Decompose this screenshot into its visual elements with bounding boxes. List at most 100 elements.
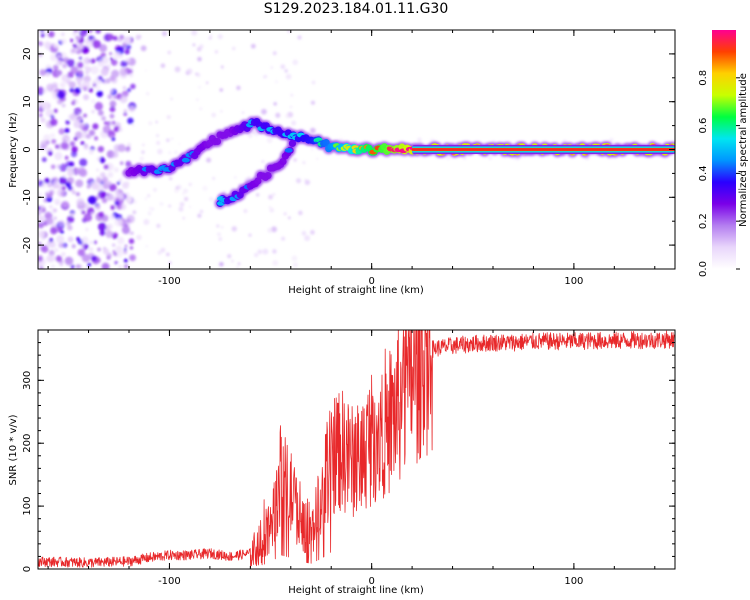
x-tick-label: 0 <box>368 276 374 287</box>
y-tick-label: 0 <box>22 566 33 572</box>
snr-panel: -100 0 100 0 100 200 300 Height of straight l… <box>8 329 676 596</box>
noise-speckle <box>61 134 71 144</box>
noise-speckle <box>68 81 76 89</box>
noise-speckle <box>90 65 99 75</box>
noise-speckle <box>90 211 95 216</box>
noise-speckle-faint <box>157 250 162 255</box>
noise-speckle-faint <box>218 237 223 241</box>
noise-speckle-faint <box>257 249 263 255</box>
noise-speckle <box>101 262 110 269</box>
noise-speckle-faint <box>168 150 172 155</box>
noise-speckle-faint <box>297 35 302 40</box>
x-tick-label: 100 <box>564 276 583 287</box>
noise-speckle <box>103 121 108 125</box>
noise-speckle-faint <box>488 156 493 161</box>
noise-speckle-faint <box>166 252 170 257</box>
noise-speckle <box>38 86 44 94</box>
spectrogram-y-axis-label: Frequency (Hz) <box>8 112 19 188</box>
noise-speckle-faint <box>284 69 288 73</box>
noise-speckle <box>53 216 57 220</box>
noise-speckle <box>85 134 91 139</box>
noise-speckle <box>97 222 107 231</box>
noise-speckle-faint <box>311 148 314 151</box>
noise-speckle <box>67 170 74 177</box>
noise-speckle-faint <box>143 219 150 226</box>
noise-speckle-faint <box>211 112 216 118</box>
noise-speckle-faint <box>174 188 179 193</box>
noise-speckle <box>74 48 78 52</box>
noise-speckle <box>52 180 59 186</box>
noise-speckle <box>75 192 80 197</box>
noise-speckle-faint <box>192 43 196 47</box>
noise-speckle <box>54 152 63 161</box>
noise-speckle-faint <box>132 210 137 215</box>
noise-speckle <box>70 66 79 75</box>
noise-speckle <box>121 181 130 189</box>
noise-speckle-faint <box>148 206 153 211</box>
noise-speckle <box>49 238 54 243</box>
noise-speckle-faint <box>199 107 203 111</box>
noise-speckle <box>77 113 82 117</box>
noise-speckle <box>97 60 105 67</box>
noise-speckle <box>107 94 113 100</box>
noise-speckle <box>55 144 60 149</box>
noise-speckle <box>98 211 105 218</box>
noise-speckle-faint <box>219 88 223 92</box>
noise-speckle-faint <box>269 207 275 213</box>
noise-speckle <box>81 210 86 215</box>
noise-speckle <box>47 30 55 38</box>
noise-speckle <box>123 112 128 116</box>
y-tick-label: -10 <box>22 189 33 205</box>
noise-speckle-faint <box>275 112 281 118</box>
noise-speckle <box>47 182 53 188</box>
noise-speckle <box>113 51 121 60</box>
noise-speckle <box>67 71 74 79</box>
noise-speckle <box>82 243 89 250</box>
noise-speckle <box>59 163 68 172</box>
noise-speckle <box>77 69 84 76</box>
noise-speckle <box>72 99 76 103</box>
noise-speckle-faint <box>195 72 198 76</box>
noise-speckle-faint <box>146 92 150 96</box>
noise-speckle-faint <box>280 64 286 70</box>
spectrogram-ridge <box>123 116 675 209</box>
noise-speckle <box>107 171 114 178</box>
noise-speckle <box>112 35 118 41</box>
noise-speckle <box>49 254 57 262</box>
noise-speckle <box>38 255 43 262</box>
colorbar-label: Normalized spectral amplitude <box>738 73 749 227</box>
noise-speckle <box>91 109 95 114</box>
noise-speckle-faint <box>231 259 234 263</box>
noise-speckle <box>49 118 58 127</box>
noise-speckle-faint <box>243 209 248 213</box>
noise-speckle-faint <box>236 85 241 91</box>
noise-speckle <box>100 172 106 178</box>
noise-speckle <box>59 263 63 267</box>
noise-speckle-faint <box>156 140 161 145</box>
noise-speckle <box>95 168 100 172</box>
noise-speckle-faint <box>268 206 271 209</box>
y-tick-label: 100 <box>22 497 33 516</box>
noise-speckle <box>50 114 55 119</box>
noise-speckle <box>123 258 128 263</box>
noise-speckle-faint <box>197 56 202 62</box>
noise-speckle-faint <box>209 196 214 202</box>
noise-speckle <box>77 248 86 257</box>
noise-speckle-faint <box>291 120 297 126</box>
noise-speckle <box>112 243 116 247</box>
noise-speckle <box>91 255 97 262</box>
noise-speckle <box>38 205 41 211</box>
noise-speckle <box>117 36 123 43</box>
noise-speckle <box>59 82 66 88</box>
noise-speckle <box>97 75 103 81</box>
noise-speckle <box>113 191 120 197</box>
noise-speckle <box>55 61 60 66</box>
noise-speckle-faint <box>174 66 181 73</box>
noise-speckle <box>102 248 109 255</box>
noise-speckle <box>113 95 117 99</box>
noise-speckle-faint <box>236 266 239 269</box>
noise-speckle <box>107 223 114 230</box>
noise-speckle-faint <box>302 161 306 165</box>
noise-speckle <box>113 144 122 152</box>
noise-speckle <box>129 254 136 262</box>
